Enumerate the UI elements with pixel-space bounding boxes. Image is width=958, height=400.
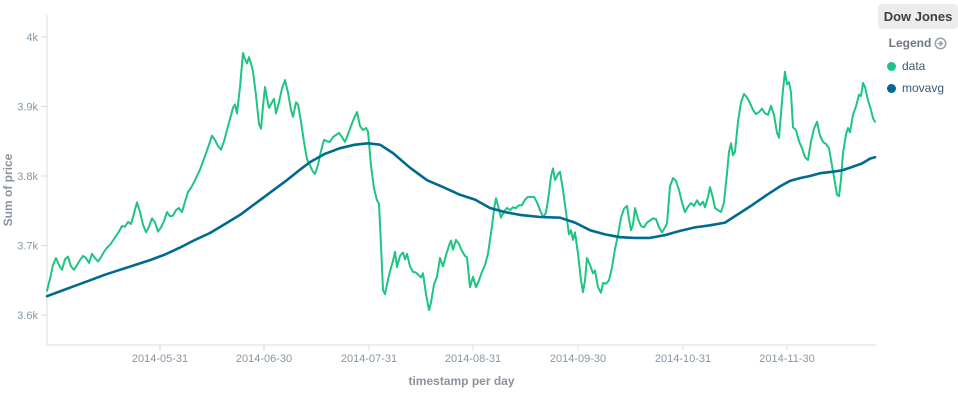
chart-svg: 4k 3.9k 3.8k 3.7k 3.6k 2014-05-31 2014-06-30 20… bbox=[17, 15, 877, 365]
legend-item-label: movavg bbox=[902, 81, 945, 95]
legend-item-label: data bbox=[902, 59, 926, 73]
y-tick-label: 3.7k bbox=[17, 241, 38, 253]
legend-panel: Dow Jones Legend data movavg bbox=[878, 0, 958, 400]
x-tick-label: 2014-07-31 bbox=[341, 353, 397, 365]
legend-items: data movavg bbox=[878, 55, 958, 99]
x-tick-label: 2014-08-31 bbox=[445, 353, 501, 365]
legend-toggle[interactable]: Legend bbox=[878, 36, 958, 50]
data-color-dot-icon bbox=[887, 61, 896, 71]
legend-collapse-icon bbox=[934, 37, 947, 49]
legend-label: Legend bbox=[888, 36, 932, 50]
y-tick-label: 3.9k bbox=[17, 102, 38, 114]
x-tick-label: 2014-06-30 bbox=[236, 353, 292, 365]
legend-item-data[interactable]: data bbox=[887, 55, 958, 77]
series-line-movavg bbox=[45, 142, 877, 298]
y-tick-label: 3.8k bbox=[17, 171, 38, 183]
x-axis-title: timestamp per day bbox=[408, 374, 515, 388]
legend-item-movavg[interactable]: movavg bbox=[887, 77, 958, 99]
x-tick-label: 2014-09-30 bbox=[550, 353, 606, 365]
series-line-data bbox=[46, 52, 876, 312]
chart-area: 4k 3.9k 3.8k 3.7k 3.6k 2014-05-31 2014-06-30 20… bbox=[1, 15, 877, 388]
movavg-color-dot-icon bbox=[887, 83, 896, 93]
viz-title: Dow Jones bbox=[878, 4, 958, 29]
axis-lines bbox=[46, 15, 876, 346]
x-tick-label: 2014-11-30 bbox=[759, 353, 814, 365]
y-tick-label: 3.6k bbox=[17, 310, 38, 322]
x-tick-label: 2014-10-31 bbox=[655, 353, 711, 365]
y-axis-title: Sum of price bbox=[1, 153, 15, 227]
x-tick-label: 2014-05-31 bbox=[132, 353, 188, 365]
y-tick-label: 4k bbox=[26, 32, 38, 44]
